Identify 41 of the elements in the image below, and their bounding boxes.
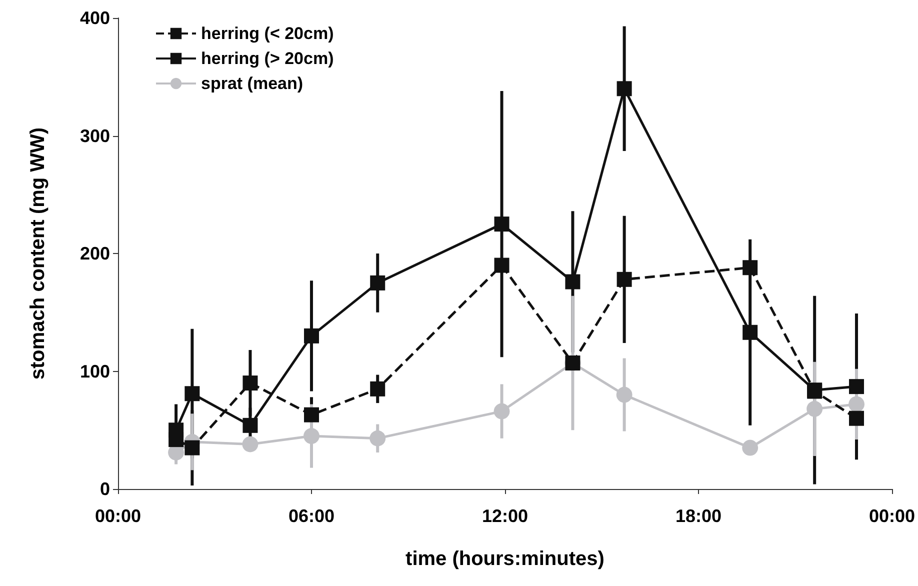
point: [184, 440, 200, 456]
point: [494, 403, 510, 420]
legend-label: herring (> 20cm): [201, 49, 334, 68]
point: [848, 396, 865, 412]
y-tick-label: 200: [80, 244, 110, 264]
y-tick-label: 300: [80, 126, 110, 146]
x-tick-label: 18:00: [675, 506, 722, 526]
point: [565, 274, 580, 290]
point: [370, 381, 386, 396]
point: [242, 376, 258, 391]
point: [616, 81, 632, 96]
point: [494, 258, 510, 273]
x-tick-label: 00:00: [868, 506, 916, 526]
point: [616, 272, 632, 287]
point: [304, 407, 319, 422]
point: [742, 440, 758, 456]
point: [742, 260, 758, 276]
point: [616, 386, 632, 403]
y-tick-label: 400: [80, 8, 110, 28]
point: [304, 328, 319, 344]
point: [849, 379, 864, 394]
point: [849, 410, 864, 426]
x-axis-title: time (hours:minutes): [406, 548, 604, 570]
point: [370, 430, 386, 446]
point: [242, 436, 258, 452]
x-tick-label: 00:00: [94, 506, 142, 526]
y-tick-label: 0: [100, 479, 110, 499]
point: [184, 386, 200, 402]
point: [304, 428, 320, 444]
legend-label: sprat (mean): [201, 74, 304, 93]
x-tick-label: 12:00: [482, 506, 528, 526]
point: [742, 324, 758, 340]
point: [370, 275, 386, 290]
y-axis-title: stomach content (mg WW): [27, 127, 49, 380]
point: [494, 216, 510, 232]
point: [242, 418, 258, 433]
y-tick-label: 100: [80, 361, 110, 382]
x-tick-label: 06:00: [288, 506, 335, 526]
legend-label: herring (< 20cm): [201, 24, 334, 43]
point: [806, 400, 823, 417]
point: [168, 432, 184, 448]
